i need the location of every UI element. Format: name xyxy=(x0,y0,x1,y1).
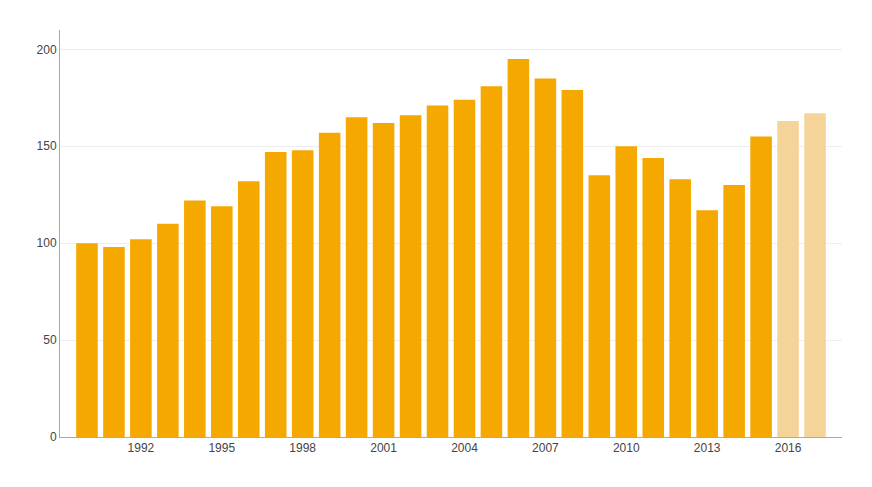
svg-text:100: 100 xyxy=(37,236,57,250)
svg-text:2010: 2010 xyxy=(613,441,640,455)
svg-text:200: 200 xyxy=(37,43,57,57)
svg-text:150: 150 xyxy=(37,139,57,153)
svg-text:2013: 2013 xyxy=(694,441,721,455)
svg-text:2001: 2001 xyxy=(370,441,397,455)
svg-text:50: 50 xyxy=(43,333,57,347)
svg-text:2007: 2007 xyxy=(532,441,559,455)
svg-text:0: 0 xyxy=(50,430,57,444)
svg-text:1998: 1998 xyxy=(289,441,316,455)
svg-text:1995: 1995 xyxy=(208,441,235,455)
svg-text:2004: 2004 xyxy=(451,441,478,455)
svg-text:1992: 1992 xyxy=(128,441,155,455)
svg-text:2016: 2016 xyxy=(775,441,802,455)
